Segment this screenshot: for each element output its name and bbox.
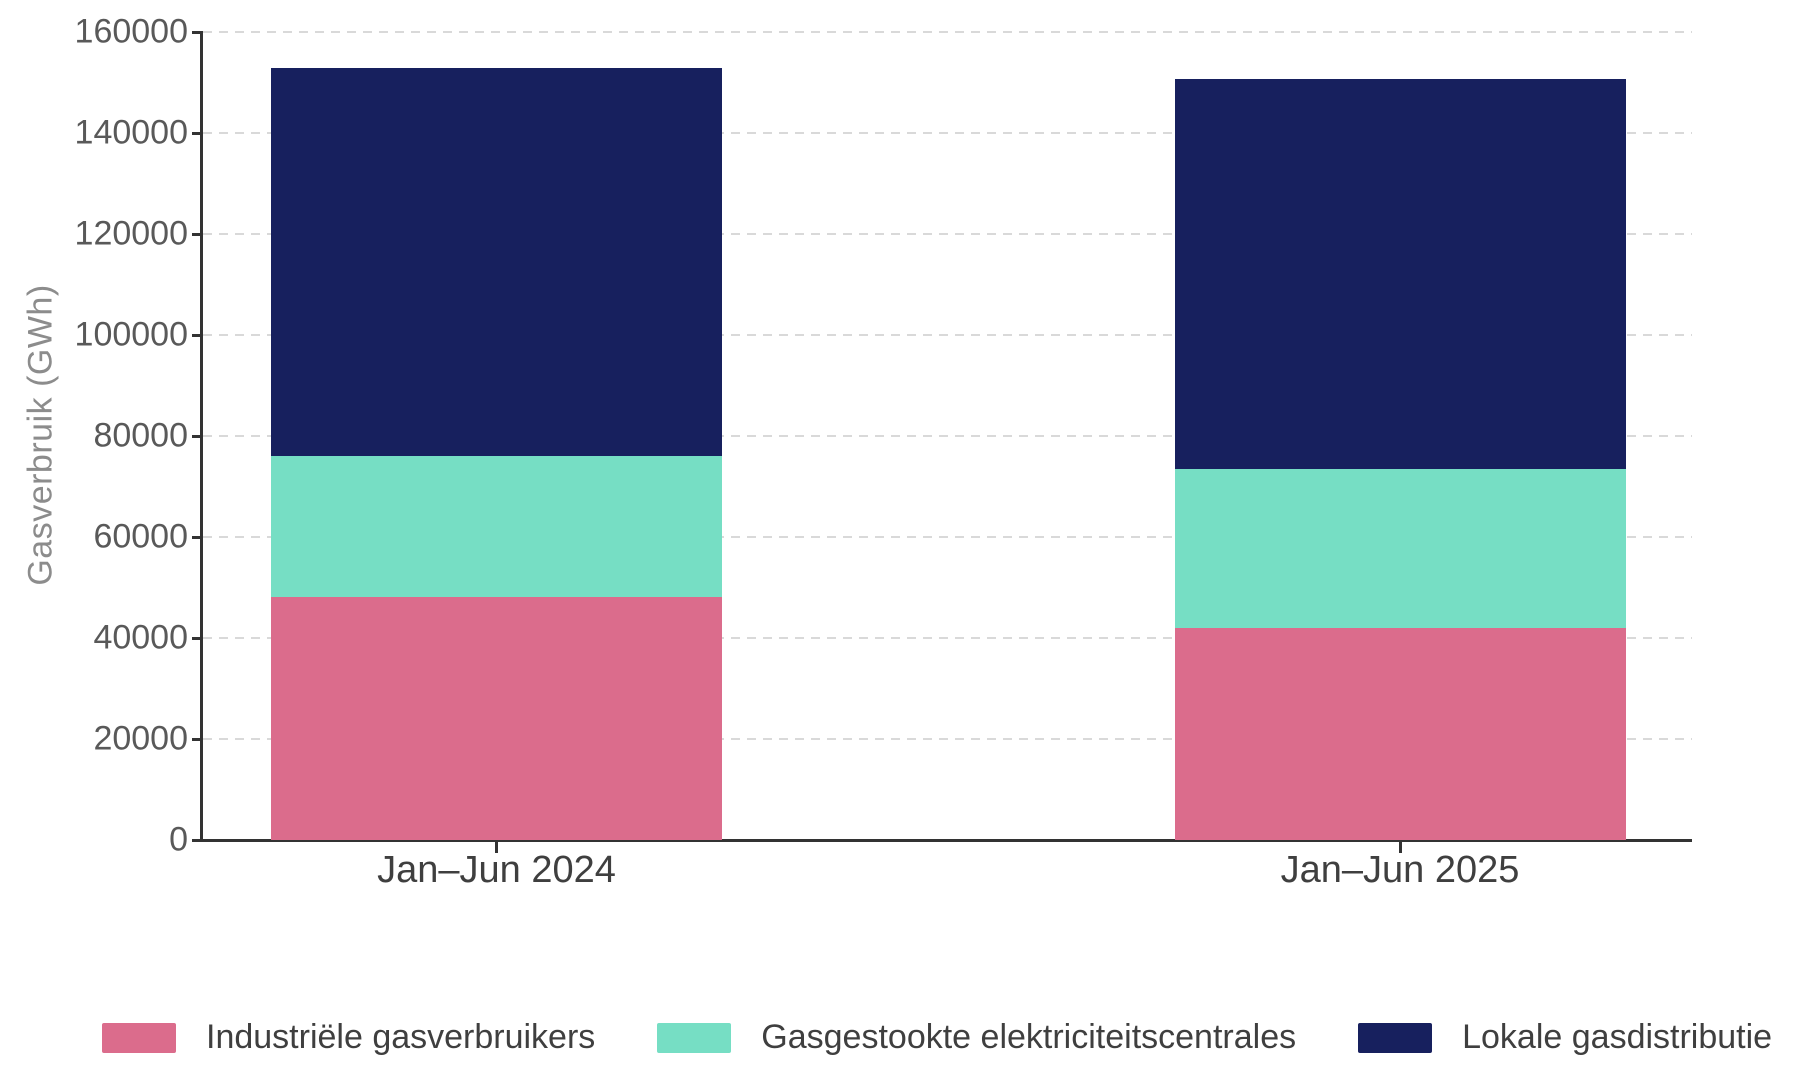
bar-segment [271, 67, 722, 457]
y-tick-label: 20000 [93, 719, 188, 758]
y-tick-label: 80000 [93, 416, 188, 455]
gridline [203, 738, 1692, 740]
legend-item: Lokale gasdistributie [1358, 1018, 1772, 1057]
y-tick [192, 838, 203, 842]
gridline [203, 31, 1692, 33]
bar-segment [1174, 79, 1626, 469]
y-tick-label: 60000 [93, 517, 188, 556]
gridline [203, 435, 1692, 437]
y-tick [192, 333, 203, 337]
legend-item: Industriële gasverbruikers [102, 1018, 595, 1057]
legend: Industriële gasverbruikers Gasgestookte e… [102, 1018, 1772, 1057]
y-tick [192, 535, 203, 539]
gridline [203, 233, 1692, 235]
gridline [203, 334, 1692, 336]
legend-label: Industriële gasverbruikers [206, 1018, 596, 1056]
y-tick-label: 100000 [74, 315, 188, 354]
y-tick-label: 160000 [74, 12, 188, 51]
gridline [203, 637, 1692, 639]
y-tick [192, 636, 203, 640]
y-tick [192, 131, 203, 135]
bar-segment [1174, 468, 1626, 629]
x-tick [1398, 840, 1402, 853]
gridline [203, 536, 1692, 538]
bar-segment [271, 597, 722, 840]
x-axis-line [200, 838, 1692, 842]
y-axis-line [200, 32, 203, 842]
gridline [203, 132, 1692, 134]
legend-label: Gasgestookte elektriciteitscentrales [761, 1018, 1297, 1056]
legend-label: Lokale gasdistributie [1462, 1018, 1773, 1056]
y-tick [192, 30, 203, 34]
y-tick-label: 140000 [74, 113, 188, 152]
y-tick-label: 40000 [93, 618, 188, 657]
legend-item: Gasgestookte elektriciteitscentrales [657, 1018, 1296, 1057]
y-tick [192, 737, 203, 741]
y-tick [192, 232, 203, 236]
x-tick-label: Jan–Jun 2025 [1280, 849, 1520, 891]
legend-swatch [657, 1022, 732, 1053]
y-tick-label: 0 [169, 820, 188, 859]
bar-segment [271, 456, 722, 598]
x-tick-label: Jan–Jun 2024 [377, 849, 616, 891]
legend-swatch [1358, 1022, 1433, 1053]
y-tick-label: 120000 [74, 214, 188, 253]
legend-swatch [102, 1022, 176, 1053]
y-tick [192, 434, 203, 438]
bar-segment [1174, 628, 1626, 840]
x-tick [495, 840, 498, 853]
